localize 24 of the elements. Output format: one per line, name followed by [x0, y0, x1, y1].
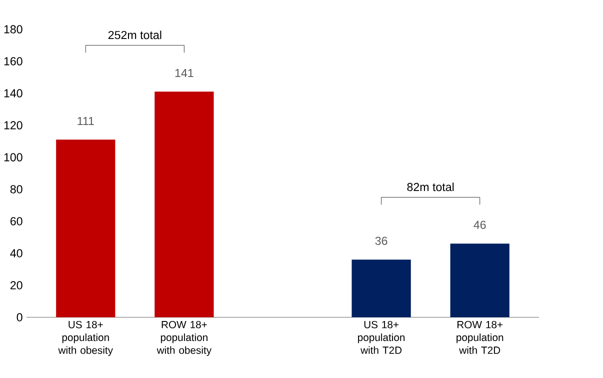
- data-label: 46: [474, 220, 486, 229]
- y-tick-label: 160: [4, 57, 22, 66]
- bar: [154, 92, 214, 318]
- x-tick-label: US 18+ population with T2D: [358, 320, 405, 354]
- bar: [352, 260, 411, 318]
- y-tick-label: 40: [10, 249, 22, 258]
- data-label: 111: [78, 116, 94, 125]
- y-tick-label: 80: [10, 185, 22, 194]
- y-tick-label: 140: [4, 89, 22, 98]
- x-tick-label: ROW 18+ population with T2D: [456, 320, 504, 354]
- y-tick-label: 100: [4, 153, 22, 162]
- y-tick-label: 20: [10, 281, 22, 290]
- annotation: 82m total: [407, 182, 454, 192]
- bar: [450, 244, 510, 318]
- y-tick-label: 0: [16, 313, 22, 322]
- data-label: 36: [375, 236, 388, 245]
- y-tick-label: 180: [4, 25, 22, 34]
- bar: [56, 140, 116, 318]
- y-tick-label: 120: [4, 121, 22, 130]
- y-tick-label: 60: [10, 217, 22, 226]
- x-tick-label: ROW 18+ population with obesity: [156, 320, 212, 356]
- data-label: 141: [175, 68, 194, 77]
- x-tick-label: US 18+ population with obesity: [58, 320, 113, 356]
- annotation: 252m total: [108, 30, 162, 40]
